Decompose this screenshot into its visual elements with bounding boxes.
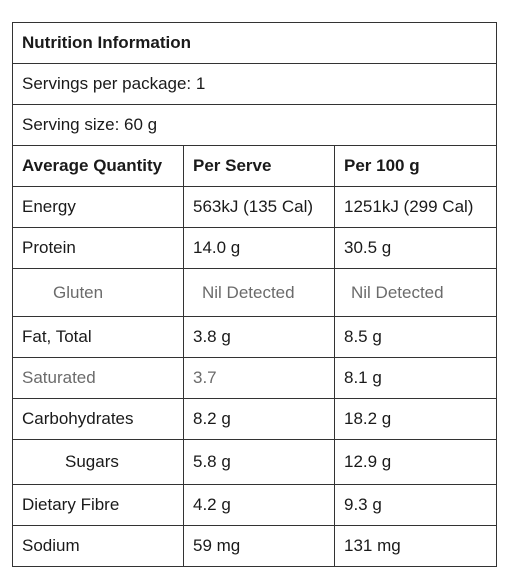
table-row: Dietary Fibre 4.2 g 9.3 g	[12, 484, 498, 526]
per-100g-value: 12.9 g	[333, 439, 498, 485]
serving-size: Serving size: 60 g	[11, 104, 498, 146]
servings-per-package: Servings per package: 1	[11, 63, 498, 105]
row-label: Energy	[12, 186, 184, 228]
table-row: Gluten Nil Detected Nil Detected	[12, 268, 498, 317]
servings-row: Servings per package: 1	[11, 63, 498, 105]
table-row: Sodium 59 mg 131 mg	[12, 525, 498, 567]
per-100g-value: 8.1 g	[333, 357, 498, 399]
row-label: Fat, Total	[12, 316, 184, 358]
per-serve-value: 3.8 g	[183, 316, 335, 358]
table-row: Carbohydrates 8.2 g 18.2 g	[12, 398, 498, 440]
row-label: Carbohydrates	[12, 398, 184, 440]
per-100g-value: Nil Detected	[333, 268, 498, 317]
per-serve-value: 14.0 g	[183, 227, 335, 269]
per-serve-value: 563kJ (135 Cal)	[183, 186, 335, 228]
row-label: Protein	[12, 227, 184, 269]
per-serve-value: 5.8 g	[183, 439, 335, 485]
table-row: Sugars 5.8 g 12.9 g	[12, 439, 498, 485]
per-100g-value: 9.3 g	[333, 484, 498, 526]
row-label: Sugars	[12, 439, 184, 485]
per-serve-value: 3.7	[183, 357, 335, 399]
nutrition-panel: Nutrition Information Servings per packa…	[11, 22, 498, 567]
header-per-serve: Per Serve	[183, 145, 335, 187]
per-100g-value: 131 mg	[333, 525, 498, 567]
title-row: Nutrition Information	[11, 22, 498, 64]
serving-size-row: Serving size: 60 g	[11, 104, 498, 146]
row-label: Dietary Fibre	[12, 484, 184, 526]
per-100g-value: 8.5 g	[333, 316, 498, 358]
table-row: Protein 14.0 g 30.5 g	[12, 227, 498, 269]
header-average-quantity: Average Quantity	[12, 145, 184, 187]
row-label: Sodium	[12, 525, 184, 567]
table-title: Nutrition Information	[11, 22, 498, 64]
per-100g-value: 1251kJ (299 Cal)	[333, 186, 498, 228]
row-label: Saturated	[12, 357, 184, 399]
table-row: Fat, Total 3.8 g 8.5 g	[12, 316, 498, 358]
per-100g-value: 30.5 g	[333, 227, 498, 269]
row-label: Gluten	[12, 268, 184, 317]
per-serve-value: 4.2 g	[183, 484, 335, 526]
per-serve-value: 59 mg	[183, 525, 335, 567]
header-per-100g: Per 100 g	[333, 145, 498, 187]
per-serve-value: 8.2 g	[183, 398, 335, 440]
nutrition-table: Nutrition Information Servings per packa…	[11, 22, 498, 567]
per-serve-value: Nil Detected	[183, 268, 335, 317]
table-row: Saturated 3.7 8.1 g	[12, 357, 498, 399]
table-row: Energy 563kJ (135 Cal) 1251kJ (299 Cal)	[12, 186, 498, 228]
per-100g-value: 18.2 g	[333, 398, 498, 440]
header-row: Average Quantity Per Serve Per 100 g	[12, 145, 498, 187]
